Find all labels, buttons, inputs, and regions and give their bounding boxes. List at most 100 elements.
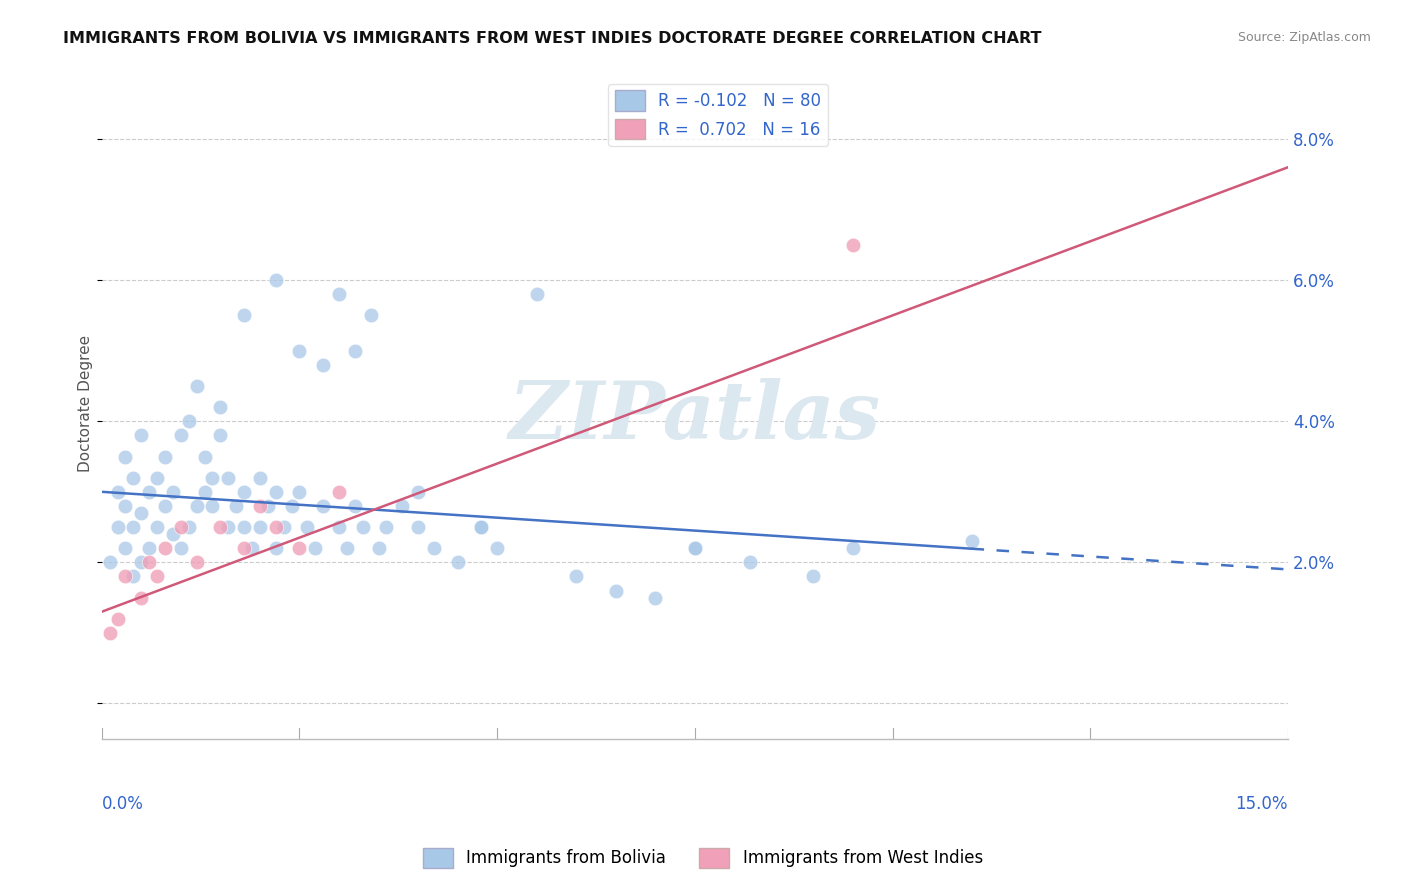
Point: [526, 287, 548, 301]
Point: [107, 520, 129, 534]
Text: ZIPatlas: ZIPatlas: [509, 378, 882, 456]
Y-axis label: Doctorate Degree: Doctorate Degree: [79, 335, 93, 472]
Point: [288, 343, 311, 358]
Point: [249, 499, 271, 513]
Point: [336, 541, 359, 556]
Point: [129, 591, 152, 605]
Legend: Immigrants from Bolivia, Immigrants from West Indies: Immigrants from Bolivia, Immigrants from…: [416, 841, 990, 875]
Point: [273, 520, 295, 534]
Point: [343, 499, 366, 513]
Point: [193, 484, 215, 499]
Point: [288, 541, 311, 556]
Point: [146, 569, 169, 583]
Point: [352, 520, 374, 534]
Point: [114, 541, 136, 556]
Point: [162, 484, 184, 499]
Point: [146, 471, 169, 485]
Point: [170, 541, 193, 556]
Point: [201, 471, 224, 485]
Point: [107, 484, 129, 499]
Point: [138, 555, 160, 569]
Point: [328, 484, 350, 499]
Point: [264, 520, 287, 534]
Point: [209, 520, 232, 534]
Point: [842, 541, 865, 556]
Point: [240, 541, 263, 556]
Point: [233, 541, 256, 556]
Point: [186, 379, 208, 393]
Point: [170, 520, 193, 534]
Point: [406, 484, 429, 499]
Point: [683, 541, 706, 556]
Text: 15.0%: 15.0%: [1236, 795, 1288, 814]
Point: [107, 612, 129, 626]
Text: Source: ZipAtlas.com: Source: ZipAtlas.com: [1237, 31, 1371, 45]
Point: [177, 520, 200, 534]
Point: [683, 541, 706, 556]
Point: [209, 400, 232, 414]
Point: [423, 541, 446, 556]
Point: [233, 520, 256, 534]
Point: [217, 520, 239, 534]
Point: [122, 569, 145, 583]
Point: [565, 569, 588, 583]
Point: [803, 569, 825, 583]
Point: [153, 450, 176, 464]
Point: [304, 541, 326, 556]
Point: [129, 506, 152, 520]
Point: [264, 484, 287, 499]
Point: [114, 569, 136, 583]
Point: [470, 520, 492, 534]
Point: [193, 450, 215, 464]
Point: [312, 358, 335, 372]
Point: [233, 309, 256, 323]
Point: [740, 555, 762, 569]
Point: [249, 520, 271, 534]
Point: [264, 541, 287, 556]
Point: [249, 471, 271, 485]
Point: [367, 541, 389, 556]
Legend: R = -0.102   N = 80, R =  0.702   N = 16: R = -0.102 N = 80, R = 0.702 N = 16: [609, 84, 828, 146]
Point: [122, 520, 145, 534]
Point: [391, 499, 413, 513]
Point: [114, 450, 136, 464]
Point: [225, 499, 247, 513]
Point: [328, 520, 350, 534]
Point: [217, 471, 239, 485]
Point: [360, 309, 382, 323]
Point: [288, 484, 311, 499]
Point: [406, 520, 429, 534]
Point: [312, 499, 335, 513]
Point: [343, 343, 366, 358]
Point: [129, 555, 152, 569]
Point: [605, 583, 627, 598]
Point: [129, 428, 152, 442]
Point: [186, 555, 208, 569]
Point: [209, 428, 232, 442]
Point: [233, 484, 256, 499]
Point: [162, 527, 184, 541]
Point: [153, 499, 176, 513]
Point: [138, 541, 160, 556]
Point: [280, 499, 302, 513]
Point: [375, 520, 398, 534]
Point: [256, 499, 278, 513]
Point: [470, 520, 492, 534]
Point: [186, 499, 208, 513]
Point: [98, 626, 121, 640]
Point: [122, 471, 145, 485]
Text: IMMIGRANTS FROM BOLIVIA VS IMMIGRANTS FROM WEST INDIES DOCTORATE DEGREE CORRELAT: IMMIGRANTS FROM BOLIVIA VS IMMIGRANTS FR…: [63, 31, 1042, 46]
Point: [960, 534, 983, 549]
Point: [264, 273, 287, 287]
Point: [153, 541, 176, 556]
Point: [170, 428, 193, 442]
Point: [644, 591, 666, 605]
Point: [201, 499, 224, 513]
Point: [98, 555, 121, 569]
Point: [486, 541, 509, 556]
Point: [114, 499, 136, 513]
Point: [842, 238, 865, 252]
Text: 0.0%: 0.0%: [101, 795, 143, 814]
Point: [328, 287, 350, 301]
Point: [146, 520, 169, 534]
